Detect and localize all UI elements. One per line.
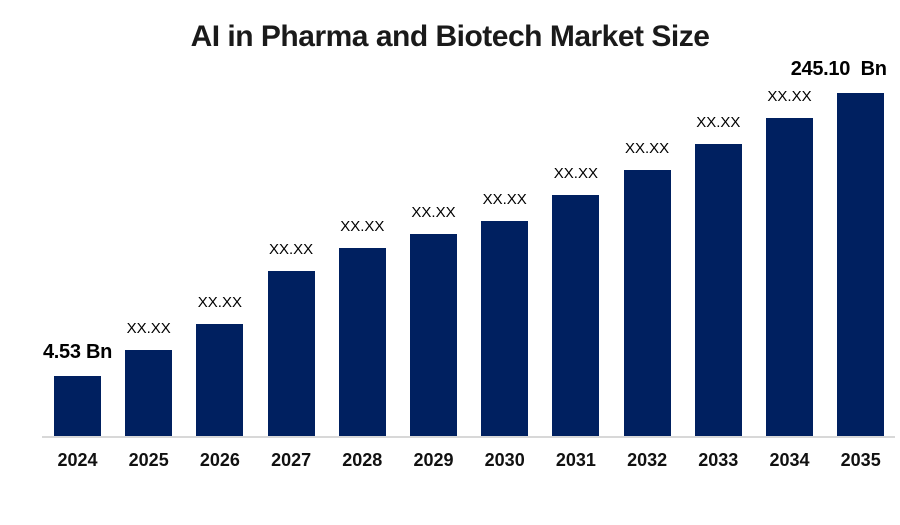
x-tick-2033: 2033 [698, 450, 739, 470]
value-label-2033: XX.XX [696, 114, 741, 131]
value-label-2035: 245.10 Bn [790, 58, 887, 80]
x-tick-2030: 2030 [484, 450, 525, 470]
value-label-2034: XX.XX [767, 88, 812, 105]
bar-2032 [623, 170, 671, 437]
bar-2028 [338, 248, 386, 437]
value-label-2032: XX.XX [625, 140, 670, 157]
chart-title: AI in Pharma and Biotech Market Size [190, 20, 710, 53]
value-label-2024: 4.53 Bn [42, 341, 113, 363]
bar-2025 [125, 350, 173, 437]
bar-2026 [196, 324, 244, 437]
bar-2031 [552, 195, 600, 437]
x-tick-2027: 2027 [271, 450, 312, 470]
x-tick-2028: 2028 [342, 450, 383, 470]
plot-area: 4.53 Bn XX.XX XX.XX XX.XX XX.XX XX.XX XX.XX XX.… [42, 58, 887, 437]
value-label-2027: XX.XX [269, 241, 314, 258]
bar-2024 [54, 376, 101, 437]
x-tick-2024: 2024 [57, 450, 98, 470]
x-tick-2032: 2032 [627, 450, 668, 470]
x-tick-2034: 2034 [769, 450, 810, 470]
x-tick-2035: 2035 [840, 450, 881, 470]
bar-2033 [694, 144, 742, 437]
bar-2027 [267, 271, 315, 437]
value-label-2030: XX.XX [482, 191, 527, 208]
x-tick-2031: 2031 [555, 450, 596, 470]
bar-2034 [766, 118, 813, 437]
value-label-2026: XX.XX [197, 294, 242, 311]
value-label-2029: XX.XX [411, 204, 456, 221]
value-label-2025: XX.XX [126, 320, 171, 337]
bar-2030 [481, 221, 529, 437]
x-tick-2026: 2026 [199, 450, 240, 470]
value-label-2028: XX.XX [340, 218, 385, 235]
x-axis-line [42, 436, 895, 438]
bar-2029 [410, 234, 457, 437]
x-tick-2025: 2025 [128, 450, 169, 470]
x-tick-2029: 2029 [413, 450, 454, 470]
bar-2035 [837, 93, 885, 437]
value-label-2031: XX.XX [553, 165, 598, 182]
